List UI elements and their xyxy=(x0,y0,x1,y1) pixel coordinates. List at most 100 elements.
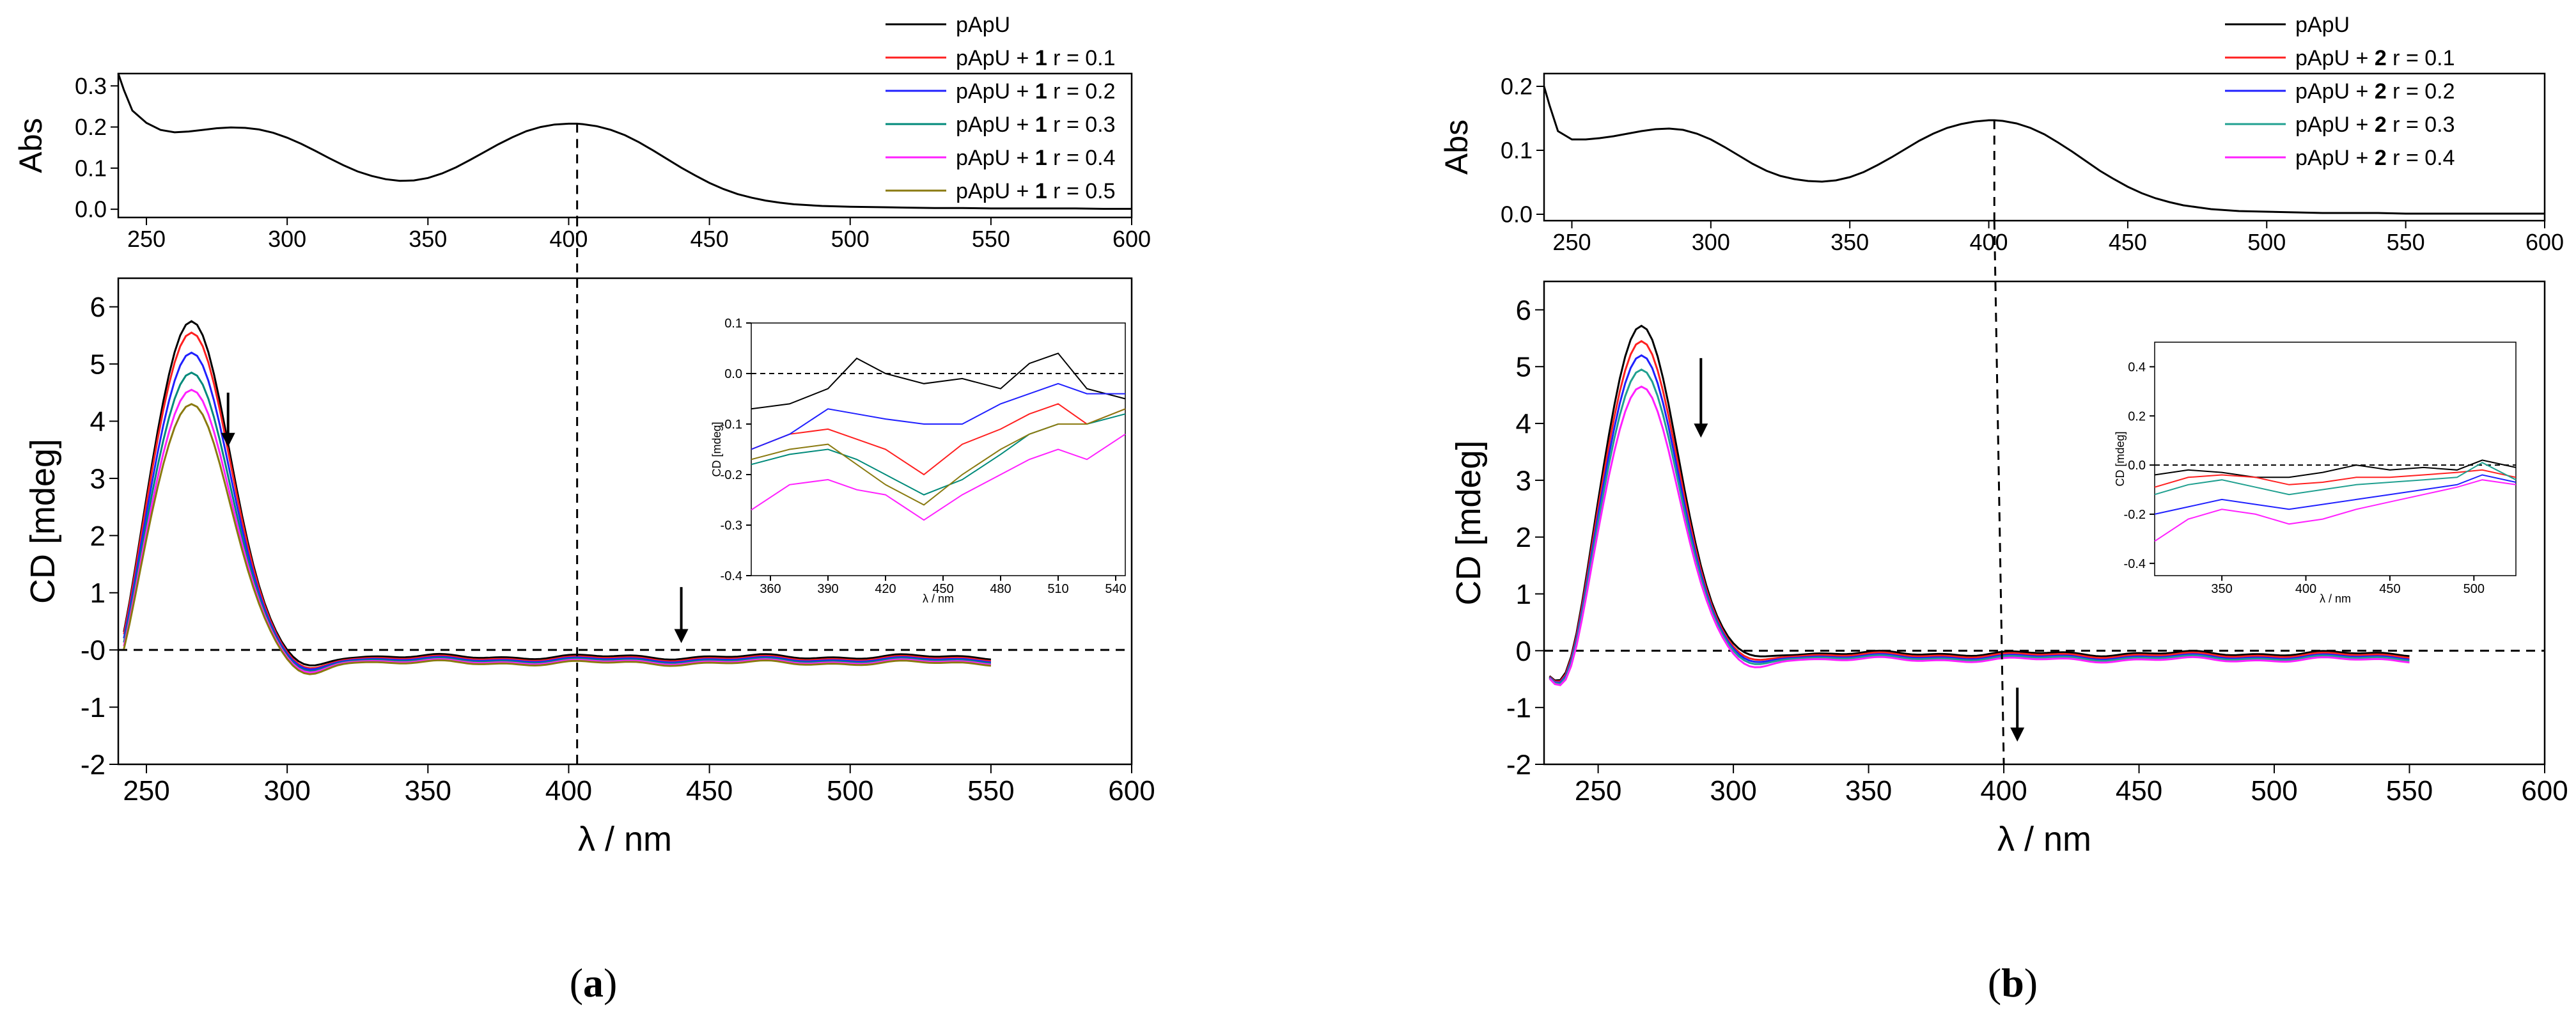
y-tick-label: 0.3 xyxy=(75,73,107,99)
series-line-5 xyxy=(2154,479,2517,542)
series-line-2 xyxy=(1549,340,2410,682)
x-tick-label: 400 xyxy=(1980,775,2027,807)
series-line-5 xyxy=(1549,385,2410,686)
series-line-1 xyxy=(2154,459,2517,478)
y-tick-label: 0.0 xyxy=(1501,201,1533,228)
a-abs-chart: 250 300 350 400 450 500 550 600 0.0 0.1 0.2 0.3 Abs xyxy=(13,72,1151,252)
legend-b: pApU pApU + 2 r = 0.1 pApU + 2 r = 0.2 pApU… xyxy=(2225,13,2455,170)
y-tick-label: 0.2 xyxy=(75,114,107,140)
plot-frame xyxy=(1543,280,2546,766)
x-tick-label: 250 xyxy=(1575,775,1621,807)
trend-arrow-head xyxy=(221,432,235,447)
x-tick-label: 350 xyxy=(1845,775,1892,807)
legend-label: pApU xyxy=(956,13,1010,37)
y-tick-label: 0.2 xyxy=(2128,409,2146,423)
x-tick-label: 550 xyxy=(967,775,1014,807)
x-tick-label: 450 xyxy=(2116,775,2162,807)
series-line-5 xyxy=(751,433,1126,521)
trend-arrow-head xyxy=(2010,727,2025,742)
y-axis-label: CD [mdeg] xyxy=(1449,440,1488,605)
y-tick-label: 2 xyxy=(1516,522,1531,553)
plot-frame xyxy=(1543,72,2546,222)
series-line-3 xyxy=(123,351,992,671)
b-cd-chart: 250 300 350 400 450 500 550 600 -2 -1 0 1 2 3 4 5 6 CD [m… xyxy=(1449,280,2568,858)
y-tick-label: 6 xyxy=(90,292,105,323)
b-inset-chart: 350 400 450 500 -0.4 -0.2 0.0 0.2 0.4 CD [mdeg] λ … xyxy=(2114,342,2517,605)
x-axis-label: λ / nm xyxy=(2320,592,2351,605)
y-axis-label: Abs xyxy=(13,118,49,173)
y-tick-label: -2 xyxy=(1506,749,1531,780)
y-tick-label: 3 xyxy=(1516,465,1531,496)
y-tick-label: -0 xyxy=(81,635,105,666)
legend-label: pApU + 1 r = 0.5 xyxy=(956,179,1116,203)
x-tick-label: 550 xyxy=(2387,229,2425,255)
y-tick-label: 0.1 xyxy=(1501,138,1533,164)
y-tick-label: 3 xyxy=(90,463,105,494)
legend-label: pApU + 1 r = 0.1 xyxy=(956,46,1116,70)
x-tick-label: 400 xyxy=(549,226,588,252)
legend-a: pApU pApU + 1 r = 0.1 pApU + 1 r = 0.2 pApU… xyxy=(886,13,1116,203)
series-line-3 xyxy=(2154,474,2517,515)
legend-label: pApU + 1 r = 0.2 xyxy=(956,79,1116,104)
x-tick-label: 450 xyxy=(686,775,733,807)
x-tick-label: 510 xyxy=(1047,582,1068,596)
y-tick-label: -0.1 xyxy=(721,418,742,432)
y-axis-label: CD [mdeg] xyxy=(2114,431,2127,486)
y-tick-label: 0.4 xyxy=(2128,360,2146,374)
x-tick-label: 600 xyxy=(2525,229,2564,255)
series-line-6 xyxy=(123,403,992,675)
x-tick-label: 400 xyxy=(1970,229,2008,255)
y-axis-label: Abs xyxy=(1439,120,1474,175)
series-line-4 xyxy=(2154,462,2517,496)
x-axis-label: λ / nm xyxy=(1997,820,2091,858)
x-axis-label: λ / nm xyxy=(578,820,672,858)
legend-label: pApU + 2 r = 0.4 xyxy=(2295,146,2455,170)
caption-b: (b) xyxy=(1987,960,2038,1005)
x-axis-label: λ / nm xyxy=(923,592,954,605)
series-line-2 xyxy=(123,331,992,670)
y-tick-label: 4 xyxy=(1516,408,1531,439)
x-tick-label: 480 xyxy=(990,582,1011,596)
y-tick-label: 5 xyxy=(1516,352,1531,383)
series-line-1 xyxy=(123,320,992,666)
series-line-5 xyxy=(123,388,992,673)
y-tick-label: -0.4 xyxy=(2124,557,2146,571)
trend-arrow-head xyxy=(1694,423,1708,438)
x-tick-label: 300 xyxy=(1710,775,1756,807)
x-tick-label: 390 xyxy=(817,582,838,596)
x-tick-label: 350 xyxy=(405,775,451,807)
x-tick-label: 300 xyxy=(1692,229,1730,255)
cd-marker-line xyxy=(1993,220,2005,765)
x-tick-label: 450 xyxy=(932,582,953,596)
legend-label: pApU + 2 r = 0.2 xyxy=(2295,79,2455,104)
y-tick-label: -0.2 xyxy=(721,468,742,482)
y-tick-label: 0.0 xyxy=(724,367,742,381)
series-line-4 xyxy=(1549,368,2410,685)
series-line-4 xyxy=(123,371,992,672)
y-tick-label: 0.1 xyxy=(724,317,742,331)
y-tick-label: 4 xyxy=(90,406,105,437)
x-tick-label: 450 xyxy=(2109,229,2147,255)
plot-frame xyxy=(2154,342,2517,576)
x-tick-label: 500 xyxy=(827,775,873,807)
x-tick-label: 250 xyxy=(1552,229,1591,255)
x-tick-label: 450 xyxy=(2379,582,2400,596)
x-tick-label: 600 xyxy=(1108,775,1155,807)
x-tick-label: 400 xyxy=(545,775,592,807)
x-tick-label: 400 xyxy=(2295,582,2316,596)
y-tick-label: -0.2 xyxy=(2124,508,2146,522)
x-tick-label: 350 xyxy=(2211,582,2232,596)
series-line-3 xyxy=(751,382,1125,450)
legend-label: pApU + 1 r = 0.4 xyxy=(956,146,1116,170)
legend-label: pApU xyxy=(2295,13,2350,37)
series-line-1 xyxy=(117,73,1132,210)
y-tick-label: 0.1 xyxy=(75,155,107,181)
a-inset-chart: 360 390 420 450 480 510 540 -0.4 -0.3 -0.2 -0.1 0.0… xyxy=(710,317,1127,605)
x-tick-label: 300 xyxy=(268,226,306,252)
x-tick-label: 550 xyxy=(2386,775,2433,807)
y-axis-label: CD [mdeg] xyxy=(710,421,723,477)
series-line-6 xyxy=(751,408,1126,506)
y-tick-label: 0.2 xyxy=(1501,74,1533,100)
y-tick-label: 0.0 xyxy=(75,196,107,223)
